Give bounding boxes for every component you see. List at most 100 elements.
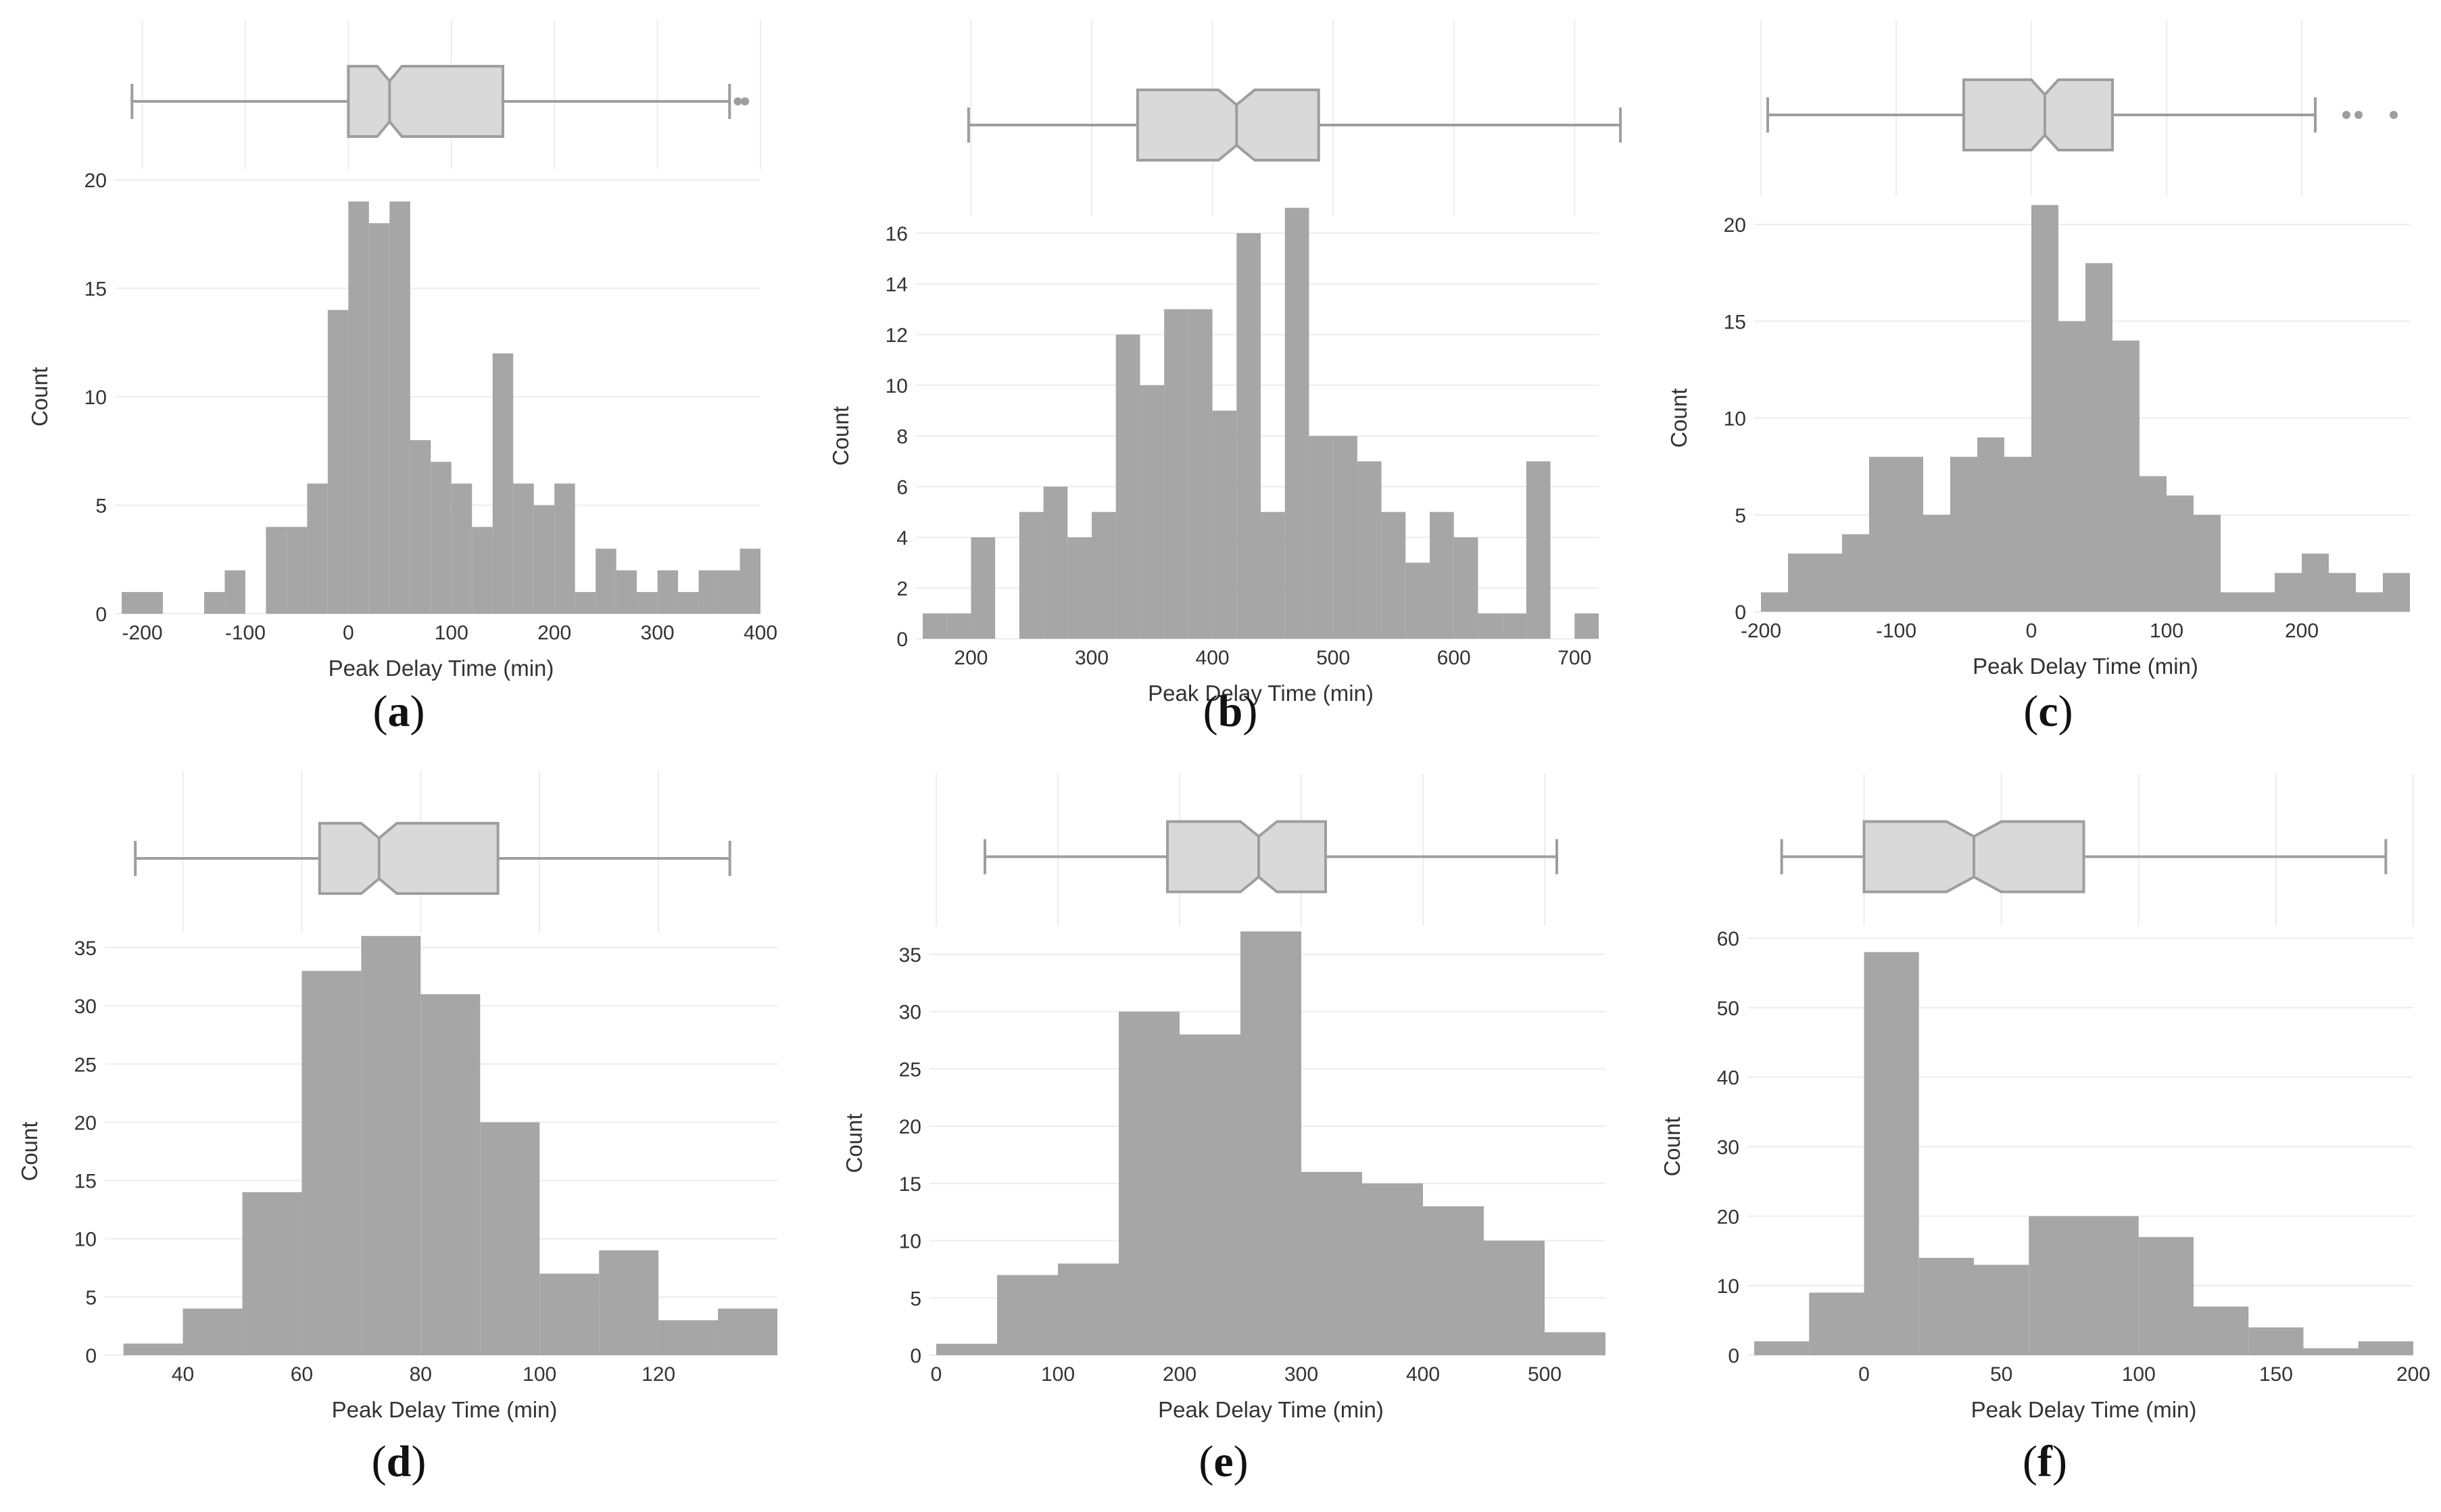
histogram-bar <box>599 1250 659 1355</box>
histogram-bar <box>2248 592 2275 612</box>
histogram-bar <box>2383 572 2410 612</box>
histogram-bar <box>122 591 143 614</box>
x-axis-title: Peak Delay Time (min) <box>1148 681 1374 706</box>
x-tick-label: 500 <box>1316 647 1350 669</box>
histogram-bar <box>596 548 617 614</box>
x-tick-label: -200 <box>122 622 162 644</box>
x-tick-label: 100 <box>435 622 468 644</box>
histogram-bar <box>1180 1034 1240 1355</box>
histogram-bar <box>971 537 996 639</box>
x-tick-label: 60 <box>291 1363 313 1386</box>
histogram-bar <box>1092 512 1116 639</box>
x-tick-label: 200 <box>2285 620 2319 642</box>
y-tick-label: 0 <box>1728 1345 1739 1367</box>
histogram-bar <box>1188 309 1213 639</box>
histogram-bar <box>2138 1237 2194 1355</box>
chart-svg-a: 0 5 10 15 20 -200 -100 0 100 200 300 400 Peak Delay … <box>27 20 777 681</box>
panel-label-b: (b) <box>1203 687 1258 736</box>
chart-svg-d: 0 5 10 15 20 25 30 35 40 60 80 100 120 Peak Delay Tim… <box>17 771 777 1422</box>
histogram-bar <box>2167 495 2194 612</box>
outlier-point <box>741 97 750 105</box>
y-axis-title: Count <box>27 367 52 426</box>
panel-label-f: (f) <box>2023 1437 2067 1486</box>
x-tick-label: 40 <box>172 1363 194 1386</box>
x-tick-label: 0 <box>931 1363 942 1386</box>
chart-panel-b: 0 2 4 6 8 10 12 14 16 200 300 400 500 600 700 Peak Dela… <box>811 0 1622 750</box>
histogram-bar <box>286 527 308 614</box>
y-tick-label: 20 <box>899 1116 921 1138</box>
histogram-bar <box>1453 537 1478 639</box>
histogram-bar <box>420 994 481 1355</box>
notched-box <box>318 822 500 895</box>
histogram-bar <box>1212 410 1237 639</box>
histogram-bar <box>368 223 390 614</box>
histogram-bar <box>2058 321 2085 612</box>
y-tick-label: 40 <box>1717 1067 1739 1090</box>
histogram-bar <box>658 1320 719 1355</box>
histogram-bar <box>266 527 287 614</box>
histogram-bar <box>575 591 596 614</box>
y-tick-label: 25 <box>899 1058 921 1081</box>
histogram-bar <box>2303 1348 2359 1355</box>
histogram-bar <box>1815 554 1842 612</box>
y-axis-title: Count <box>842 1113 867 1173</box>
histogram-bar <box>327 310 349 614</box>
histogram-bar <box>936 1344 997 1355</box>
histogram-bar <box>946 613 971 639</box>
chart-panel-a: 0 5 10 15 20 -200 -100 0 100 200 300 400 Peak Delay … <box>0 0 811 750</box>
panel-label-d: (d) <box>371 1437 427 1486</box>
y-tick-label: 15 <box>84 278 107 301</box>
histogram-bar <box>1869 456 1896 612</box>
x-tick-label: 100 <box>1041 1363 1075 1386</box>
chart-panel-d: 0 5 10 15 20 25 30 35 40 60 80 100 120 Peak Delay Tim… <box>0 757 811 1507</box>
y-tick-label: 10 <box>886 375 908 397</box>
panel-label-text: e <box>1213 1437 1234 1486</box>
histogram-bar <box>1309 436 1334 639</box>
histogram-bar <box>1301 1171 1362 1355</box>
histogram-bar <box>348 201 369 614</box>
y-tick-label: 20 <box>1724 214 1746 237</box>
x-tick-label: 150 <box>2259 1363 2293 1386</box>
histogram-bar <box>719 570 740 614</box>
panel-label-text: a <box>387 687 410 736</box>
histogram-bar <box>2194 514 2221 612</box>
notched-box <box>1166 820 1327 894</box>
y-tick-label: 35 <box>74 937 97 960</box>
notched-box <box>1136 89 1320 162</box>
outlier-point <box>2390 111 2398 119</box>
histogram-bar <box>1923 514 1950 612</box>
x-tick-label: 0 <box>343 622 354 644</box>
histogram-bar <box>431 462 452 614</box>
histogram-bar <box>1164 309 1188 639</box>
notched-box <box>1962 78 2114 151</box>
x-axis-title: Peak Delay Time (min) <box>329 656 554 681</box>
y-tick-label: 2 <box>896 578 908 600</box>
y-axis-title: Count <box>17 1121 42 1181</box>
y-tick-label: 0 <box>1735 602 1746 624</box>
histogram-bar <box>1918 1258 1974 1355</box>
x-tick-label: 80 <box>410 1363 432 1386</box>
histogram-bar <box>1381 512 1406 639</box>
y-tick-label: 10 <box>899 1231 921 1253</box>
y-tick-label: 12 <box>886 324 908 347</box>
histogram-bar <box>2221 592 2248 612</box>
y-tick-label: 20 <box>1717 1206 1739 1228</box>
histogram-bar <box>1977 437 2004 612</box>
histogram-bar <box>1405 562 1430 639</box>
histogram-bar <box>1261 512 1285 639</box>
x-tick-label: 0 <box>1858 1363 1870 1386</box>
histogram-bar <box>1484 1240 1545 1355</box>
histogram-bar <box>183 1309 243 1355</box>
histogram-bar <box>2140 476 2167 612</box>
chart-svg-e: 0 5 10 15 20 25 30 35 0 100 200 300 400 500 Peak Delay… <box>842 774 1605 1422</box>
histogram-bar <box>492 353 514 614</box>
histogram-bar <box>1754 1341 1810 1355</box>
histogram-bar <box>554 483 575 614</box>
histogram-bar <box>2004 456 2031 612</box>
x-tick-label: 50 <box>1990 1363 2012 1386</box>
y-tick-label: 30 <box>1717 1137 1739 1159</box>
y-tick-label: 10 <box>1724 408 1746 431</box>
outlier-point <box>733 97 742 105</box>
histogram-bar <box>1019 512 1044 639</box>
histogram-bar <box>361 935 421 1355</box>
